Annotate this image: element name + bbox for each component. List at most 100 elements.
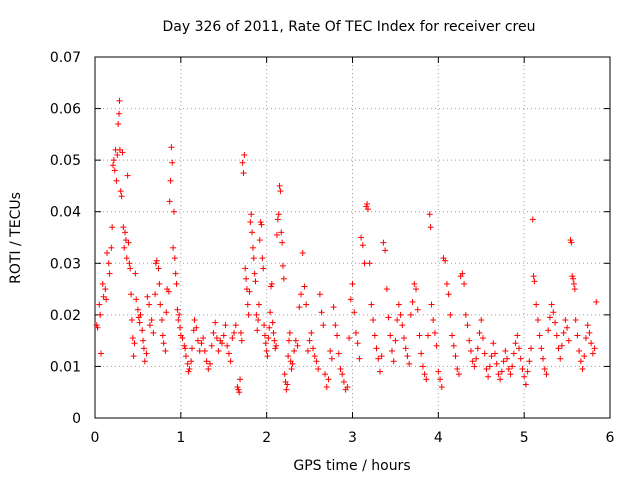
data-point — [493, 360, 500, 367]
data-point — [114, 151, 121, 158]
data-point — [289, 360, 296, 367]
data-point — [495, 371, 502, 378]
data-point — [212, 319, 219, 326]
data-point — [530, 273, 537, 280]
data-point — [128, 317, 135, 324]
data-point — [260, 265, 267, 272]
data-point — [99, 280, 106, 287]
data-point — [278, 229, 285, 236]
data-point — [546, 314, 553, 321]
data-point — [464, 322, 471, 329]
data-point — [171, 255, 178, 262]
data-point — [505, 366, 512, 373]
data-point — [526, 358, 533, 365]
data-point — [431, 329, 438, 336]
data-point — [483, 366, 490, 373]
data-point — [337, 366, 344, 373]
data-point — [478, 317, 485, 324]
data-point — [131, 340, 138, 347]
data-point — [311, 353, 318, 360]
data-point — [490, 340, 497, 347]
data-point — [548, 301, 555, 308]
data-point — [241, 151, 248, 158]
data-point — [148, 317, 155, 324]
data-point — [203, 358, 210, 365]
data-point — [364, 200, 371, 207]
data-point — [392, 337, 399, 344]
data-point — [399, 322, 406, 329]
data-point — [105, 260, 112, 267]
data-point — [414, 306, 421, 313]
data-point — [582, 335, 589, 342]
data-point — [136, 319, 143, 326]
data-point — [243, 286, 250, 293]
data-point — [139, 327, 146, 334]
data-point — [279, 239, 286, 246]
data-point — [335, 350, 342, 357]
data-point — [409, 298, 416, 305]
data-point — [570, 280, 577, 287]
data-point — [210, 329, 217, 336]
data-point — [240, 170, 247, 177]
data-point — [173, 280, 180, 287]
data-point — [116, 97, 123, 104]
data-point — [292, 337, 299, 344]
data-point — [340, 378, 347, 385]
data-point — [156, 280, 163, 287]
data-point — [160, 340, 167, 347]
data-point — [349, 280, 356, 287]
data-point — [541, 366, 548, 373]
data-point — [378, 353, 385, 360]
data-point — [557, 355, 564, 362]
data-point — [443, 280, 450, 287]
y-tick-label: 0.03 — [50, 256, 81, 272]
data-point — [376, 368, 383, 375]
data-point — [584, 322, 591, 329]
data-point — [394, 317, 401, 324]
data-point — [572, 317, 579, 324]
data-point — [231, 329, 238, 336]
data-point — [346, 335, 353, 342]
data-point — [459, 270, 466, 277]
data-point — [426, 211, 433, 218]
data-point — [110, 157, 117, 164]
data-point — [238, 337, 245, 344]
data-point — [325, 376, 332, 383]
data-point — [371, 332, 378, 339]
data-point — [248, 211, 255, 218]
data-point — [195, 337, 201, 344]
data-point — [146, 301, 153, 308]
data-point — [227, 358, 234, 365]
data-point — [253, 311, 260, 318]
data-point — [249, 229, 256, 236]
data-point — [182, 345, 189, 352]
x-tick-label: 0 — [91, 430, 100, 446]
data-point — [201, 347, 208, 354]
data-point — [127, 265, 134, 272]
x-tick-label: 3 — [348, 430, 357, 446]
y-tick-label: 0.06 — [50, 102, 81, 118]
data-point — [219, 340, 226, 347]
data-point — [258, 221, 265, 228]
data-point — [285, 353, 292, 360]
data-point — [299, 249, 306, 256]
data-point — [157, 301, 164, 308]
data-point — [191, 317, 198, 324]
data-point — [93, 322, 100, 329]
data-point — [481, 350, 488, 357]
chart-title: Day 326 of 2011, Rate Of TEC Index for r… — [162, 19, 535, 35]
data-point — [516, 345, 523, 352]
data-point — [190, 327, 197, 334]
data-point — [155, 265, 162, 272]
data-point — [141, 358, 148, 365]
data-point — [163, 309, 170, 316]
data-point — [261, 322, 268, 329]
data-point — [186, 366, 193, 373]
data-point — [497, 376, 504, 383]
data-point — [97, 311, 104, 318]
data-point — [159, 332, 166, 339]
data-point — [375, 355, 382, 362]
data-point — [137, 311, 144, 318]
data-point — [428, 301, 435, 308]
data-point — [222, 322, 229, 329]
